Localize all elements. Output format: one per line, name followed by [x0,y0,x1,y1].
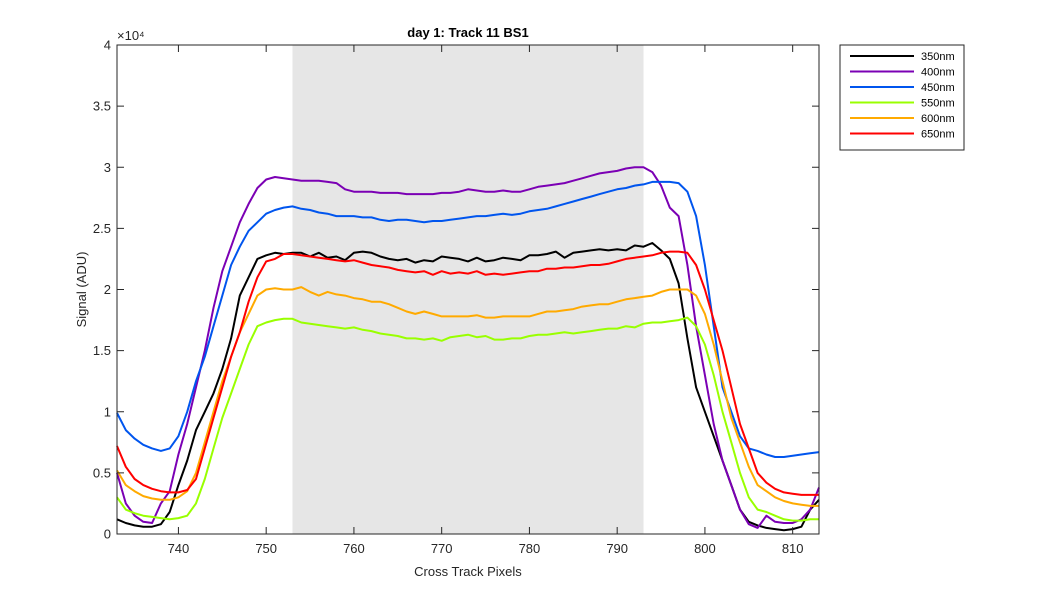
y-tick-label: 2 [104,282,111,297]
y-tick-label: 0 [104,527,111,542]
series-layer [116,166,820,532]
x-tick-label: 810 [782,541,804,556]
x-tick-label: 770 [431,541,453,556]
x-tick-label: 780 [519,541,541,556]
legend-label: 400nm [921,67,955,79]
y-tick-label: 4 [104,38,111,53]
x-tick-label: 750 [255,541,277,556]
y-axis-exponent-label: ×10⁴ [117,28,145,43]
legend-label: 600nm [921,113,955,125]
legend-label: 550nm [921,98,955,110]
y-tick-label: 1.5 [93,343,111,358]
series-line-400nm [116,166,820,529]
x-tick-label: 800 [694,541,716,556]
chart-title: day 1: Track 11 BS1 [407,25,528,40]
y-tick-label: 3.5 [93,99,111,114]
legend-label: 450nm [921,82,955,94]
shaded-region [292,45,644,534]
series-line-350nm [116,242,820,532]
y-tick-label: 1 [104,404,111,419]
shaded-region-layer [292,45,644,534]
series-line-650nm [116,250,819,496]
y-tick-label: 2.5 [93,221,111,236]
x-tick-label: 760 [343,541,365,556]
x-axis-title: Cross Track Pixels [414,564,522,579]
y-axis-ticks: 0 0.5 1 1.5 2 2.5 3 3.5 4 [93,38,819,542]
legend-label: 650nm [921,129,955,141]
y-tick-label: 0.5 [93,465,111,480]
series-line-450nm [116,180,820,458]
y-axis-title: Signal (ADU) [74,252,89,328]
y-tick-label: 3 [104,160,111,175]
legend-label: 350nm [921,51,955,63]
x-tick-label: 790 [606,541,628,556]
x-axis-ticks: 740 750 760 770 780 790 800 810 [168,45,804,556]
legend: 350nm 400nm 450nm 550nm 600nm 650nm [839,44,965,151]
x-tick-label: 740 [168,541,190,556]
series-line-550nm [116,316,819,522]
